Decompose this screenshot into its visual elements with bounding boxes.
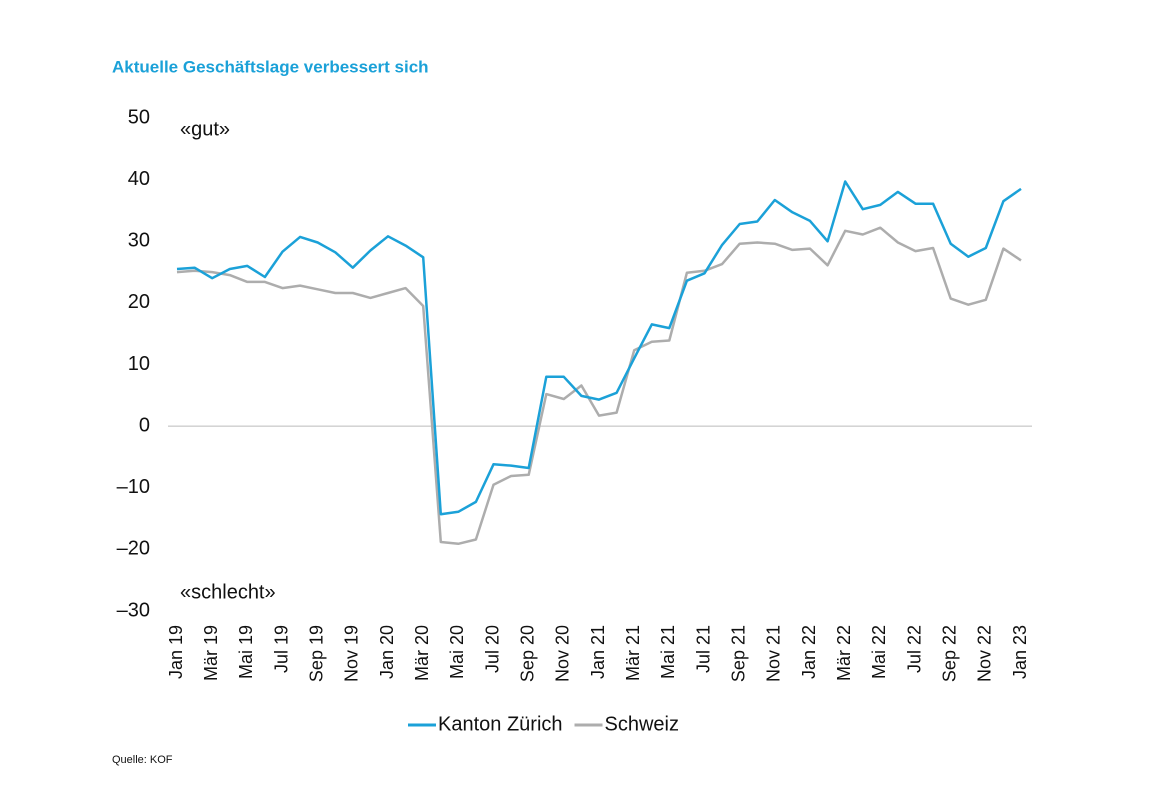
legend-label: Kanton Zürich	[438, 713, 563, 735]
x-tick-label: Mai 22	[869, 625, 889, 679]
x-tick-label: Mai 19	[236, 625, 256, 679]
x-tick-label: Nov 22	[975, 625, 995, 682]
y-tick-label: –10	[117, 476, 150, 498]
x-tick-label: Jul 19	[271, 625, 291, 673]
line-series	[176, 180, 1022, 516]
annotation: «gut»	[180, 118, 230, 140]
x-tick-label: Nov 20	[553, 625, 573, 682]
x-tick-label: Jan 22	[799, 625, 819, 679]
x-tick-label: Mai 21	[658, 625, 678, 679]
x-tick-label: Mär 19	[201, 625, 221, 681]
x-tick-label: Jan 19	[166, 625, 186, 679]
x-tick-label: Sep 21	[728, 625, 748, 682]
x-tick-label: Sep 19	[306, 625, 326, 682]
x-tick-label: Nov 19	[342, 625, 362, 682]
y-tick-label: 0	[139, 414, 150, 436]
y-tick-label: 10	[128, 353, 150, 375]
x-tick-label: Mär 20	[412, 625, 432, 681]
x-tick-label: Mär 22	[834, 625, 854, 681]
legend-label: Schweiz	[605, 713, 679, 735]
x-tick-label: Jul 20	[482, 625, 502, 673]
x-tick-label: Jan 21	[588, 625, 608, 679]
line-series	[176, 226, 1022, 546]
x-tick-label: Nov 21	[764, 625, 784, 682]
x-tick-label: Jul 22	[904, 625, 924, 673]
y-tick-label: 20	[128, 291, 150, 313]
x-tick-label: Jan 23	[1010, 625, 1030, 679]
x-tick-label: Jul 21	[693, 625, 713, 673]
x-tick-label: Sep 20	[517, 625, 537, 682]
y-tick-label: –20	[117, 538, 150, 560]
source: Quelle: KOF	[112, 754, 173, 766]
y-tick-label: 50	[128, 106, 150, 128]
x-tick-label: Mär 21	[623, 625, 643, 681]
y-tick-label: 40	[128, 168, 150, 190]
chart-title: Aktuelle Geschäftslage verbessert sich	[112, 57, 429, 76]
annotation: «schlecht»	[180, 581, 276, 603]
y-tick-label: –30	[117, 599, 150, 621]
x-tick-label: Jan 20	[377, 625, 397, 679]
x-tick-label: Mai 20	[447, 625, 467, 679]
y-tick-label: 30	[128, 230, 150, 252]
x-tick-label: Sep 22	[939, 625, 959, 682]
